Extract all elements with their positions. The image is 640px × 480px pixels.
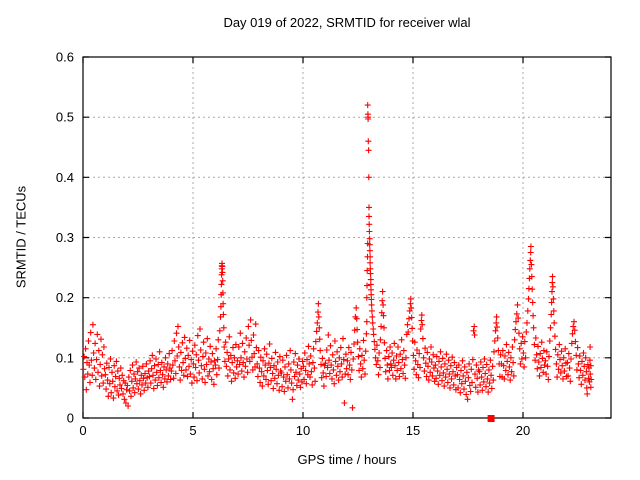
y-tick-label: 0.1 (56, 350, 74, 365)
y-tick-label: 0.6 (56, 50, 74, 65)
tick-marks (82, 56, 611, 419)
y-tick-label: 0.5 (56, 110, 74, 125)
grid-lines (83, 57, 611, 418)
scatter-points (80, 102, 595, 411)
y-tick-label: 0.4 (56, 170, 74, 185)
x-tick-label: 5 (189, 423, 196, 438)
square-point (487, 415, 495, 422)
x-tick-label: 0 (79, 423, 86, 438)
y-tick-label: 0.3 (56, 230, 74, 245)
x-tick-label: 15 (406, 423, 420, 438)
x-axis-title: GPS time / hours (297, 452, 397, 467)
x-tick-label: 10 (296, 423, 310, 438)
x-tick-label: 20 (516, 423, 530, 438)
y-tick-label: 0 (67, 411, 74, 426)
chart-title: Day 019 of 2022, SRMTID for receiver wla… (223, 15, 471, 30)
y-tick-label: 0.2 (56, 290, 74, 305)
